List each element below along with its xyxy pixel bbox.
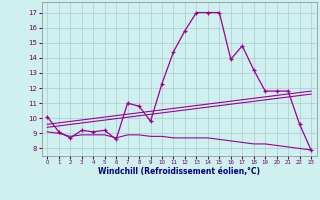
X-axis label: Windchill (Refroidissement éolien,°C): Windchill (Refroidissement éolien,°C) <box>98 167 260 176</box>
